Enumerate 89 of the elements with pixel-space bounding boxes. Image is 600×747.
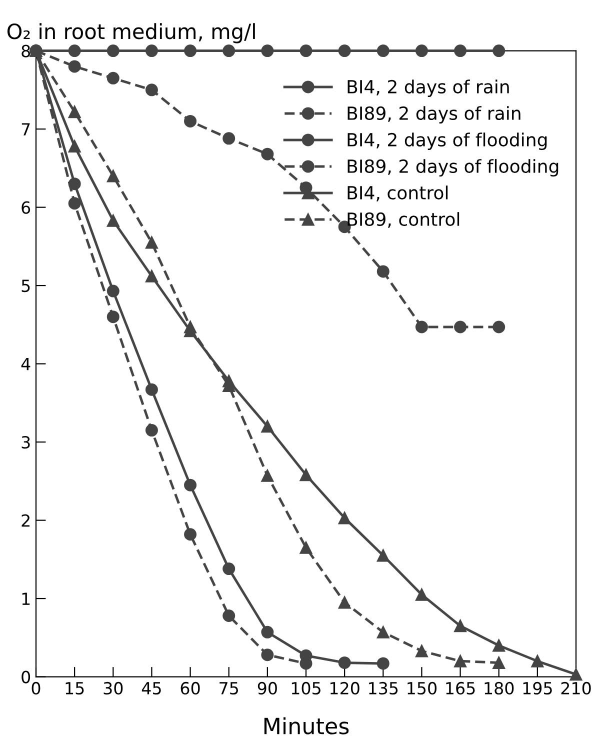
point (376, 265, 390, 278)
point (145, 236, 158, 249)
point (222, 44, 236, 58)
point (300, 541, 312, 554)
y-tick-label: 4 (21, 358, 30, 370)
point (454, 44, 467, 58)
point (531, 654, 544, 668)
y-tick-label: 8 (22, 44, 30, 58)
point (261, 420, 274, 433)
point (106, 44, 120, 58)
y-tick-label: 1 (22, 592, 30, 605)
point (300, 44, 312, 58)
point (106, 284, 120, 298)
legend-label: BI4, control (348, 186, 448, 202)
point (454, 654, 467, 668)
point (222, 132, 236, 145)
point (300, 468, 312, 482)
legend-label: BI89, 2 days of flooding (348, 159, 558, 177)
y-tick-label: 5 (22, 280, 30, 292)
x-tick-label: 180 (484, 682, 514, 695)
point (376, 549, 390, 562)
point (106, 310, 120, 324)
x-tick-label: 30 (104, 682, 123, 695)
x-tick-label: 75 (220, 682, 238, 695)
point (492, 639, 506, 652)
x-tick-label: 165 (446, 682, 475, 695)
legend-label: BI89, control (348, 212, 460, 228)
point (222, 610, 236, 622)
point (106, 72, 120, 84)
point (145, 424, 158, 437)
point (261, 148, 274, 160)
point (184, 114, 197, 128)
point (376, 657, 390, 670)
point (492, 44, 506, 58)
point (106, 214, 120, 227)
point (261, 469, 274, 482)
point (261, 626, 274, 638)
point (68, 106, 81, 118)
point (338, 44, 351, 58)
point (454, 620, 467, 632)
point (338, 656, 351, 669)
point (184, 528, 197, 541)
x-tick-label: 90 (258, 682, 277, 695)
x-tick-label: 135 (369, 682, 398, 695)
x-tick-label: 105 (292, 682, 320, 695)
point (338, 512, 351, 524)
point (68, 197, 81, 210)
chart-title: O₂ in root medium, mg/l (7, 23, 255, 44)
legend-label: BI89, 2 days of rain (348, 106, 520, 124)
point (415, 320, 428, 334)
point (415, 44, 428, 58)
x-tick-label: 210 (561, 682, 591, 695)
point (184, 44, 197, 58)
x-tick-label: 15 (66, 682, 84, 695)
legend-label: BI4, 2 days of rain (348, 80, 509, 98)
x-tick-label: 60 (180, 682, 200, 695)
point (338, 596, 351, 609)
x-tick-label: 150 (408, 682, 437, 695)
point (222, 562, 236, 576)
y-tick-label: 6 (22, 201, 30, 214)
y-tick-label: 2 (22, 514, 30, 527)
point (454, 320, 467, 334)
point (184, 478, 197, 492)
point (145, 270, 158, 282)
point (492, 656, 506, 669)
x-tick-label: 120 (330, 682, 360, 695)
x-tick-label: 0 (32, 682, 40, 695)
point (376, 626, 390, 638)
point (68, 140, 81, 153)
y-tick-label: 7 (22, 123, 30, 136)
point (415, 588, 428, 601)
point (376, 44, 390, 58)
point (145, 44, 158, 58)
x-tick-label: 45 (142, 682, 161, 695)
y-tick-label: 3 (22, 436, 30, 449)
point (145, 383, 158, 396)
point (68, 60, 81, 73)
point (106, 170, 120, 182)
point (68, 44, 81, 58)
x-tick-label: 195 (523, 682, 552, 695)
point (415, 644, 428, 658)
point (261, 44, 274, 58)
y-tick-label: 0 (22, 670, 30, 684)
point (492, 320, 506, 334)
point (184, 320, 197, 334)
x-axis-title: Minutes (264, 717, 349, 734)
point (145, 84, 158, 96)
legend-label: BI4, 2 days of flooding (348, 132, 547, 150)
point (261, 648, 274, 662)
